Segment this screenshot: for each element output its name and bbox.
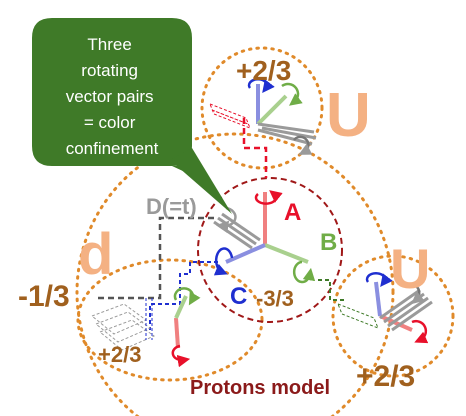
center-blue-vector xyxy=(225,243,266,264)
center-label-a: A xyxy=(284,199,301,226)
svg-text:Three rotating vector: Three rotating vector pairs = color conf… xyxy=(66,35,159,158)
u-right-blue-vector xyxy=(374,281,382,317)
d-bottom-charge-label: +2/3 xyxy=(98,342,141,367)
u-top-red-ghost xyxy=(209,103,251,129)
center-circle xyxy=(197,177,343,323)
u-top-letter: U xyxy=(326,81,371,150)
d-red-vector xyxy=(174,317,180,349)
center-label-c: C xyxy=(230,283,247,310)
d-charge-label: -1/3 xyxy=(18,280,70,313)
callout-line-3: vector pairs xyxy=(66,87,154,106)
center-green-rotation xyxy=(292,260,316,284)
center-gray-rotation xyxy=(215,206,237,234)
center-blue-rotation xyxy=(213,247,234,276)
u-right-red-vector xyxy=(379,314,413,332)
center-charge-label: -3/3 xyxy=(256,286,294,311)
red-connector xyxy=(242,118,268,178)
d-green-rotation xyxy=(173,287,201,306)
callout-line-5: confinement xyxy=(66,139,159,158)
callout-bubble xyxy=(32,18,198,178)
u-right-red-rotation xyxy=(411,319,429,344)
callout-pointer xyxy=(170,148,232,214)
callout-line-4: = color xyxy=(84,113,136,132)
blue-connector xyxy=(149,261,218,330)
center-green-vector xyxy=(264,243,309,264)
u-top-gray-stack xyxy=(257,122,317,146)
u-right-letter: U xyxy=(390,237,430,300)
gray-connector xyxy=(96,216,214,300)
u-top-charge-label: +2/3 xyxy=(236,55,291,86)
d-letter: d xyxy=(78,222,113,287)
u-top-green-vector xyxy=(256,94,288,126)
u-top-circle xyxy=(200,46,324,170)
center-label-b: B xyxy=(320,229,337,256)
green-connector xyxy=(318,279,344,301)
u-right-gray-rotation xyxy=(403,282,425,305)
callout-line-1: Three xyxy=(87,35,131,54)
center-red-rotation xyxy=(254,190,283,205)
d-left-ellipse xyxy=(76,258,264,382)
u-top-blue-rotation xyxy=(247,78,275,93)
d-green-vector xyxy=(174,295,188,319)
center-gray-stack xyxy=(213,212,261,250)
d-circle xyxy=(75,132,395,416)
u-top-green-rotation xyxy=(281,82,303,106)
u-top-gray-rotation xyxy=(293,135,313,155)
diagram-title: Protons model xyxy=(190,377,330,399)
u-right-blue-rotation xyxy=(365,272,393,287)
d-eq-t-label: D(=t) xyxy=(146,194,197,219)
callout-line-2: rotating xyxy=(81,61,138,80)
u-right-green-ghost xyxy=(337,303,379,329)
d-red-rotation xyxy=(171,344,191,368)
u-right-circle xyxy=(331,254,455,378)
d-blue-ghost xyxy=(145,298,153,340)
u-right-charge-label: +2/3 xyxy=(356,360,415,393)
